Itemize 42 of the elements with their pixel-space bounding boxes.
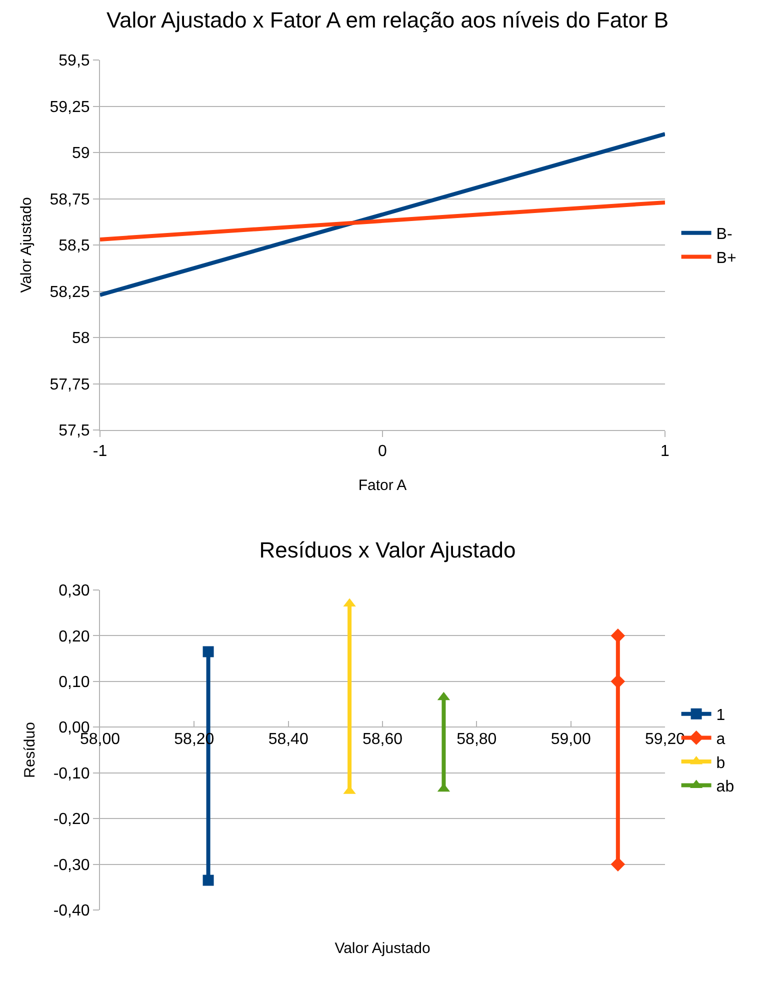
x-tick-label: 58,00 <box>80 731 120 748</box>
y-tick-label: -0,30 <box>53 856 90 874</box>
y-tick-label: 59 <box>72 145 90 162</box>
x-tick-label: 58,80 <box>456 731 497 748</box>
y-tick-label: 0,20 <box>58 628 90 646</box>
y-tick-label: 58 <box>72 330 90 348</box>
y-axis-title: Valor Ajustado <box>18 197 36 293</box>
y-tick-label: 57,75 <box>50 376 90 394</box>
legend-label: 1 <box>716 707 726 724</box>
chart-title: Resíduos x Valor Ajustado <box>259 537 516 562</box>
x-tick-label: 1 <box>660 443 670 460</box>
y-tick-label: 58,25 <box>50 284 90 301</box>
chart-title: Valor Ajustado x Fator A em relação aos níveis do Fator B <box>106 7 669 32</box>
legend-label: B+ <box>716 250 736 267</box>
x-axis-title: Valor Ajustado <box>334 940 430 957</box>
point <box>202 874 214 886</box>
y-tick-label: -0,20 <box>53 811 90 828</box>
point <box>202 646 214 658</box>
x-axis-title: Fator A <box>358 477 407 494</box>
legend-label: ab <box>716 778 734 796</box>
y-axis-title: Resíduo <box>22 722 39 778</box>
x-tick-label: 0 <box>378 443 388 460</box>
y-tick-label: 59,5 <box>58 52 90 70</box>
y-tick-label: 58,75 <box>50 191 90 208</box>
x-tick-label: 58,40 <box>268 731 308 748</box>
x-tick-label: -1 <box>92 443 108 460</box>
y-tick-label: 58,5 <box>58 238 90 255</box>
point <box>610 628 626 643</box>
legend-label: b <box>716 754 726 772</box>
y-tick-label: 57,5 <box>58 422 90 440</box>
y-tick-label: 59,25 <box>50 98 90 116</box>
x-tick-label: 59,00 <box>550 731 591 748</box>
legend-label: B- <box>716 226 732 244</box>
y-tick-label: -0,10 <box>53 765 90 782</box>
legend-label: a <box>716 730 726 748</box>
x-tick-label: 58,60 <box>362 731 403 748</box>
point <box>610 674 626 689</box>
point <box>610 857 626 872</box>
y-tick-label: -0,40 <box>53 902 90 920</box>
x-tick-label: 59,20 <box>644 731 686 748</box>
y-tick-label: 0,30 <box>58 582 90 600</box>
y-tick-label: 0,10 <box>58 674 90 692</box>
